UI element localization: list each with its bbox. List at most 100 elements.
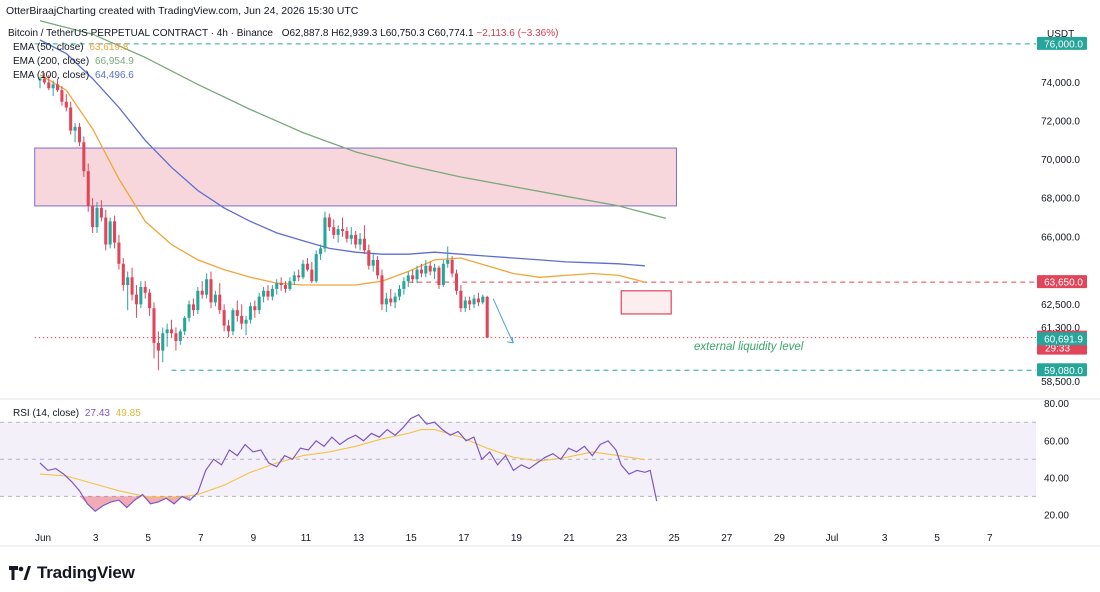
time-axis-tick: 21 xyxy=(563,533,575,544)
rsi-band-fill xyxy=(0,422,1036,497)
time-axis-tick: 7 xyxy=(987,533,993,544)
candle-body xyxy=(336,229,340,235)
indicator-ema200[interactable]: EMA (200, close) 66,954.9 xyxy=(13,56,134,67)
candle-body xyxy=(419,269,423,274)
candle-body xyxy=(283,285,288,289)
price-axis-label-bg xyxy=(1037,332,1087,346)
candle-body xyxy=(485,296,489,338)
candle-body xyxy=(126,277,130,286)
candle-body xyxy=(424,265,428,274)
projection-arrow-head xyxy=(507,336,514,344)
price-axis-label: 59,080.0 xyxy=(1044,366,1083,377)
candle-body xyxy=(437,267,441,286)
time-axis-tick: 23 xyxy=(616,533,628,544)
candle-body xyxy=(297,275,301,278)
supply-zone xyxy=(34,147,677,207)
candle-body xyxy=(384,298,388,305)
candle-body xyxy=(82,142,86,172)
indicator-ema100-value: 64,496.6 xyxy=(94,70,134,81)
ohlc-legend: Bitcoin / TetherUS PERPETUAL CONTRACT · … xyxy=(8,28,558,39)
tradingview-wordmark: TradingView xyxy=(37,563,135,582)
candle-body xyxy=(51,84,55,89)
time-axis-tick: Jul xyxy=(826,533,839,544)
rsi-line xyxy=(39,414,658,512)
candle-countdown: 29:33 xyxy=(1045,344,1070,355)
candle-body xyxy=(226,325,231,332)
price-axis-tick: 66,000.0 xyxy=(1041,232,1080,243)
time-axis-tick: 19 xyxy=(511,533,523,544)
time-axis-tick: 3 xyxy=(93,533,99,544)
candle-body xyxy=(38,78,42,81)
candle-body xyxy=(56,84,60,91)
tradingview-logo[interactable]: TradingView xyxy=(9,563,135,583)
rsi-axis-tick: 60.00 xyxy=(1044,436,1069,447)
indicator-ema50-value: 63,619.8 xyxy=(89,42,129,53)
price-axis-tick: 72,000.0 xyxy=(1041,117,1080,128)
candle-body xyxy=(266,290,270,297)
candle-body xyxy=(165,329,169,334)
candle-body xyxy=(139,286,143,305)
price-axis-tick: 74,000.0 xyxy=(1041,78,1080,89)
candle-body xyxy=(476,298,480,303)
candle-body xyxy=(446,259,450,264)
candle-body xyxy=(205,279,209,295)
candle-body xyxy=(178,331,182,341)
candle-body xyxy=(60,90,64,102)
indicator-ema100-label: EMA (100, close) xyxy=(13,70,90,81)
rsi-axis-tick: 20.00 xyxy=(1044,510,1069,521)
candle-body xyxy=(213,294,217,303)
time-axis-tick: 3 xyxy=(882,533,888,544)
close-value: C60,774.1 xyxy=(427,28,474,39)
candle-body xyxy=(279,283,283,286)
candle-body xyxy=(275,283,279,289)
indicator-ema200-value: 66,954.9 xyxy=(94,56,134,67)
time-axis-tick: 5 xyxy=(145,533,151,544)
indicator-ema50[interactable]: EMA (50, close) 63,619.8 xyxy=(13,42,128,53)
currency-label: USDT xyxy=(1047,29,1075,40)
candle-body xyxy=(270,288,274,297)
candle-body xyxy=(362,238,366,251)
candle-body xyxy=(301,263,305,278)
price-axis-label: 60,691.9 xyxy=(1044,335,1083,346)
candle-body xyxy=(244,319,248,324)
high-value: H62,939.3 xyxy=(331,28,378,39)
candle-body xyxy=(305,263,309,270)
candle-body xyxy=(235,310,239,316)
time-axis-tick: Jun xyxy=(35,533,51,544)
candle-body xyxy=(411,275,415,280)
candle-body xyxy=(231,310,235,332)
candle-body xyxy=(143,286,147,293)
candle-body xyxy=(349,234,353,239)
time-axis-tick: 29 xyxy=(774,533,786,544)
candle-body xyxy=(112,221,117,243)
candle-body xyxy=(406,275,410,282)
candle-body xyxy=(240,315,244,324)
rsi-axis-tick: 80.00 xyxy=(1044,399,1069,410)
candle-body xyxy=(358,238,362,245)
time-axis-tick: 11 xyxy=(301,533,312,544)
indicator-rsi[interactable]: RSI (14, close) 27.43 49.85 xyxy=(13,408,141,419)
candle-body xyxy=(459,290,463,309)
candle-body xyxy=(345,231,349,239)
candle-body xyxy=(69,107,73,131)
candle-body xyxy=(156,342,160,351)
candle-body xyxy=(134,294,138,305)
candle-body xyxy=(47,82,51,89)
price-axis-label-bg xyxy=(1037,363,1087,377)
candle-body xyxy=(376,259,380,276)
candle-body xyxy=(433,267,437,272)
time-axis-tick: 27 xyxy=(721,533,733,544)
indicator-ema100[interactable]: EMA (100, close) 64,496.6 xyxy=(13,70,134,81)
candle-body xyxy=(371,259,375,266)
candle-body xyxy=(257,296,261,311)
rsi-label: RSI (14, close) xyxy=(13,408,80,419)
time-axis-tick: 13 xyxy=(353,533,365,544)
time-axis-tick: 7 xyxy=(198,533,204,544)
candle-body xyxy=(218,294,222,311)
candle-body xyxy=(481,296,485,303)
open-value: O62,887.8 xyxy=(281,28,329,39)
candle-body xyxy=(174,333,178,341)
candle-body xyxy=(393,296,397,303)
candle-body xyxy=(332,227,336,235)
